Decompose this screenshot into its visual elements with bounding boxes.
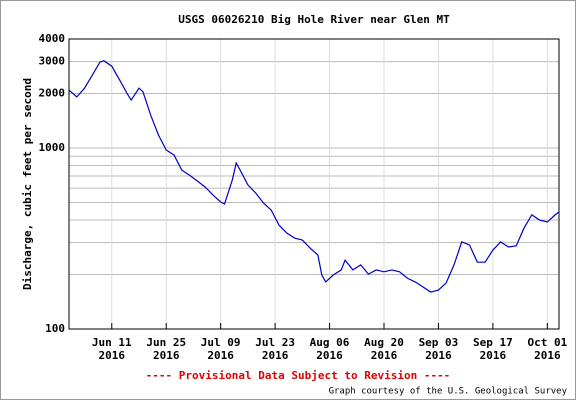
x-tick-label: 2016 [534, 349, 561, 362]
x-tick-label: 2016 [371, 349, 398, 362]
data-line [68, 60, 560, 293]
x-tick-label: Oct 01 [527, 336, 567, 349]
x-tick-label: Sep 17 [473, 336, 513, 349]
x-tick-label: Aug 06 [310, 336, 350, 349]
credit: Graph courtesy of the U.S. Geological Su… [329, 387, 568, 397]
x-tick-label: 2016 [262, 349, 289, 362]
x-tick-label: 2016 [207, 349, 234, 362]
x-tick-label: 2016 [316, 349, 343, 362]
y-tick-label: 3000 [39, 55, 66, 68]
x-tick-label: Sep 03 [419, 336, 459, 349]
x-tick-label: 2016 [99, 349, 126, 362]
x-tick-label: Jul 23 [255, 336, 295, 349]
plot-area [68, 38, 560, 330]
y-tick-label: 4000 [39, 32, 66, 45]
y-axis-label: Discharge, cubic feet per second [21, 78, 34, 290]
x-tick-label: 2016 [480, 349, 507, 362]
y-tick-label: 1000 [39, 141, 66, 154]
x-tick-label: 2016 [153, 349, 180, 362]
x-tick-label: Jun 25 [146, 336, 186, 349]
x-tick-label: 2016 [425, 349, 452, 362]
chart-title: USGS 06026210 Big Hole River near Glen M… [178, 13, 450, 26]
footer: ---- Provisional Data Subject to Revisio… [146, 369, 451, 382]
y-tick-label: 100 [45, 322, 65, 335]
x-tick-label: Jun 11 [92, 336, 132, 349]
x-tick-label: Aug 20 [364, 336, 404, 349]
x-tick-label: Jul 09 [201, 336, 241, 349]
y-tick-label: 2000 [39, 86, 66, 99]
